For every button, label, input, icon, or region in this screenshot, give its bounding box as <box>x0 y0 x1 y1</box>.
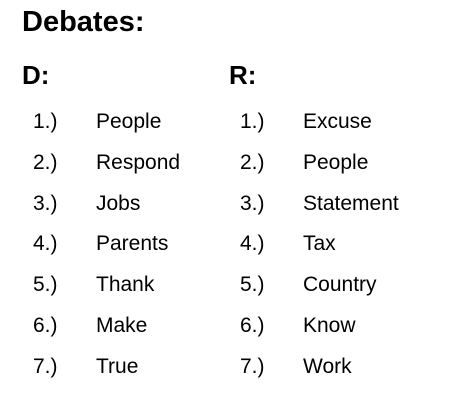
item-number: 6.) <box>33 313 58 337</box>
item-number: 6.) <box>240 313 265 337</box>
item-word: True <box>96 354 139 378</box>
item-word: People <box>96 110 162 133</box>
item-number: 3.) <box>33 191 58 215</box>
item-word: Jobs <box>96 191 141 215</box>
item-number: 5.) <box>240 273 265 297</box>
item-word: Tax <box>303 232 336 256</box>
item-word: Respond <box>96 150 181 174</box>
item-word: Thank <box>96 273 155 297</box>
item-number: 1.) <box>33 110 58 133</box>
item-word: Work <box>303 354 352 378</box>
column-heading-d: D: <box>22 60 50 90</box>
item-number: 4.) <box>240 232 265 256</box>
item-number: 5.) <box>33 273 58 297</box>
item-number: 3.) <box>240 191 265 215</box>
item-number: 2.) <box>33 150 58 174</box>
item-number: 7.) <box>240 354 265 378</box>
item-number: 2.) <box>240 150 265 174</box>
item-number: 7.) <box>33 354 58 378</box>
item-word: Parents <box>96 232 169 256</box>
item-number: 1.) <box>240 110 265 133</box>
item-word: Excuse <box>303 110 372 133</box>
item-word: People <box>303 150 369 174</box>
item-number: 4.) <box>33 232 58 256</box>
item-word: Statement <box>303 191 399 215</box>
item-word: Country <box>303 273 377 297</box>
item-word: Make <box>96 313 148 337</box>
item-word: Know <box>303 313 356 337</box>
column-heading-r: R: <box>229 60 257 90</box>
page-title: Debates: <box>22 6 145 38</box>
